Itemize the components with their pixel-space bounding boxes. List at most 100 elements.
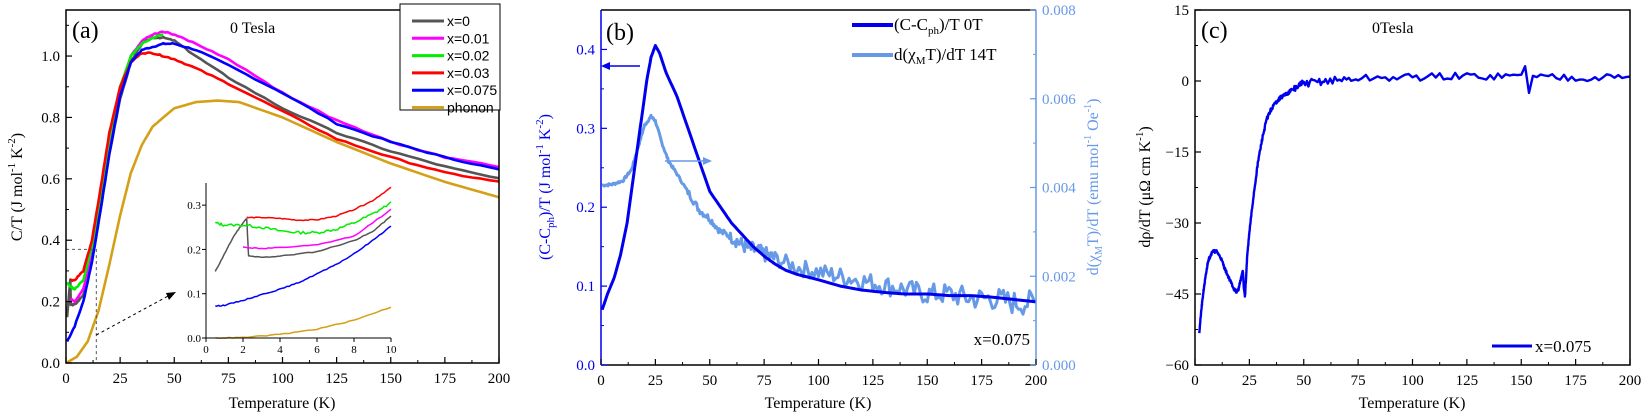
y-right-tick-label: 0.008 xyxy=(1042,3,1076,19)
inset-x-tick: 10 xyxy=(386,344,398,356)
legend-label: x=0 xyxy=(447,13,470,29)
y-tick-label: 15 xyxy=(1174,3,1189,19)
panel-c-frame xyxy=(1194,9,1631,366)
panel-a: 0 2 4 6 8 10 0.0 0.1 0.2 0.3 0 25 50 75 100 125 150 175 2… xyxy=(6,3,511,412)
y-tick-label: 0.0 xyxy=(41,356,60,372)
x-tick-label: 125 xyxy=(862,373,885,389)
x-tick-label: 75 xyxy=(221,371,236,387)
legend-label: x=0.03 xyxy=(447,65,490,81)
panel-a-title: 0 Tesla xyxy=(230,20,275,37)
inset-series-x=0 xyxy=(214,215,392,272)
series-drho xyxy=(1198,65,1631,334)
x-tick-label: 25 xyxy=(1242,373,1257,389)
x-tick-label: 150 xyxy=(916,373,939,389)
x-tick-label: 25 xyxy=(648,373,663,389)
y-tick-label: −60 xyxy=(1166,358,1189,374)
panel-b-xlabel: Temperature (K) xyxy=(765,395,872,412)
x-tick-label: 125 xyxy=(325,371,348,387)
x-tick-label: 0 xyxy=(1191,373,1199,389)
x-tick-label: 200 xyxy=(488,371,511,387)
y-tick-label: 0.6 xyxy=(41,172,60,188)
panel-a-xlabel: Temperature (K) xyxy=(229,395,336,412)
panel-b-axis-ticks: 0 25 50 75 100 125 150 175 200 0.0 0.1 0.2 0.3 0.4 0.0… xyxy=(576,3,1076,389)
y-tick-label: −30 xyxy=(1166,216,1189,232)
legend-label-chi: d(χMT)/dT 14T xyxy=(894,45,997,67)
x-tick-label: 0 xyxy=(597,373,605,389)
inset-x-tick: 6 xyxy=(314,344,320,356)
panel-c-series xyxy=(1198,65,1631,334)
series-chi xyxy=(601,113,1037,316)
panel-b-label: (b) xyxy=(606,20,634,46)
inset-series-x=0.02 xyxy=(214,201,392,235)
right-arrow-head-icon xyxy=(703,157,712,165)
y-tick-label: −15 xyxy=(1166,145,1189,161)
legend-label-cph: (C-Cph)/T 0T xyxy=(894,15,983,37)
x-tick-label: 50 xyxy=(1296,373,1311,389)
legend-label: x=0.02 xyxy=(447,48,490,64)
inset-series-x=0.01 xyxy=(242,208,392,250)
panel-a-label: (a) xyxy=(72,18,99,44)
x-tick-label: 75 xyxy=(757,373,772,389)
legend-label: x=0.075 xyxy=(447,82,497,98)
panel-c-legend-label: x=0.075 xyxy=(1535,337,1591,356)
panel-b: 0 25 50 75 100 125 150 175 200 0.0 0.1 0.2 0.3 0.4 0.0… xyxy=(534,3,1105,412)
inset-y-tick: 0.3 xyxy=(187,200,201,212)
x-tick-label: 150 xyxy=(380,371,403,387)
panel-b-annotation: x=0.075 xyxy=(974,330,1030,349)
series-x=0.075 xyxy=(65,41,500,343)
y-right-tick-label: 0.000 xyxy=(1042,358,1076,374)
x-tick-label: 175 xyxy=(434,371,457,387)
panel-a-ylabel: C/T (J mol-1 K-2) xyxy=(6,133,26,241)
inset-x-tick: 8 xyxy=(351,344,357,356)
x-tick-label: 175 xyxy=(970,373,993,389)
y-tick-label: 0.4 xyxy=(576,42,595,58)
legend-label: x=0.01 xyxy=(447,30,490,46)
y-tick-label: 0.2 xyxy=(41,295,60,311)
y-tick-label: 0.3 xyxy=(576,121,595,137)
y-tick-label: 0.8 xyxy=(41,110,60,126)
x-tick-label: 100 xyxy=(807,373,830,389)
x-tick-label: 25 xyxy=(113,371,128,387)
inset-series-x=0.03 xyxy=(246,186,392,222)
series-x=0.03 xyxy=(69,51,500,282)
y-tick-label: 0.4 xyxy=(41,233,60,249)
y-tick-label: 1.0 xyxy=(41,49,60,65)
x-tick-label: 50 xyxy=(702,373,717,389)
y-right-tick-label: 0.006 xyxy=(1042,92,1076,108)
x-tick-label: 50 xyxy=(167,371,182,387)
inset-series-x=0.075 xyxy=(215,225,392,307)
x-tick-label: 0 xyxy=(62,371,70,387)
y-right-tick-label: 0.004 xyxy=(1042,181,1076,197)
panel-b-series xyxy=(600,44,1037,316)
y-tick-label: 0.1 xyxy=(576,279,595,295)
panel-a-legend: x=0x=0.01 x=0.02x=0.03x=0.075 phonon xyxy=(399,3,501,116)
panel-c-ylabel: dρ/dT (μΩ cm K-1) xyxy=(1134,126,1154,247)
inset-series-phonon xyxy=(215,306,392,340)
y-tick-label: −45 xyxy=(1166,287,1189,303)
x-tick-label: 100 xyxy=(1401,373,1424,389)
panel-a-inset: 0 2 4 6 8 10 0.0 0.1 0.2 0.3 xyxy=(187,183,397,356)
x-tick-label: 200 xyxy=(1025,373,1048,389)
y-tick-label: 0.2 xyxy=(576,200,595,216)
panel-b-ylabel-left: (C-Cph)/T (J mol-1 K-2) xyxy=(534,114,557,260)
legend-label: phonon xyxy=(447,100,494,116)
panel-c-label: (c) xyxy=(1201,18,1228,44)
panel-c-title: 0Tesla xyxy=(1372,20,1414,37)
panel-b-legend: (C-Cph)/T 0T d(χMT)/dT 14T xyxy=(852,15,997,67)
inset-x-tick: 0 xyxy=(203,344,209,356)
panel-c-axis-ticks: 0 25 50 75 100 125 150 175 200 −60 −45 −30 −15 0 15 xyxy=(1166,3,1642,389)
series-cph xyxy=(600,44,1037,311)
y-tick-label: 0.0 xyxy=(576,358,595,374)
inset-y-tick: 0.2 xyxy=(187,244,201,256)
panel-c: 0 25 50 75 100 125 150 175 200 −60 −45 −30 −15 0 15 (c… xyxy=(1134,3,1641,412)
zoom-arrow-icon xyxy=(166,292,176,300)
y-tick-label: 0 xyxy=(1182,74,1190,90)
panel-c-xlabel: Temperature (K) xyxy=(1359,395,1466,412)
panel-a-series xyxy=(65,30,500,365)
series-x=0.02 xyxy=(66,33,164,291)
x-tick-label: 150 xyxy=(1510,373,1533,389)
x-tick-label: 75 xyxy=(1351,373,1366,389)
inset-y-tick: 0.0 xyxy=(187,333,201,345)
x-tick-label: 125 xyxy=(1456,373,1479,389)
